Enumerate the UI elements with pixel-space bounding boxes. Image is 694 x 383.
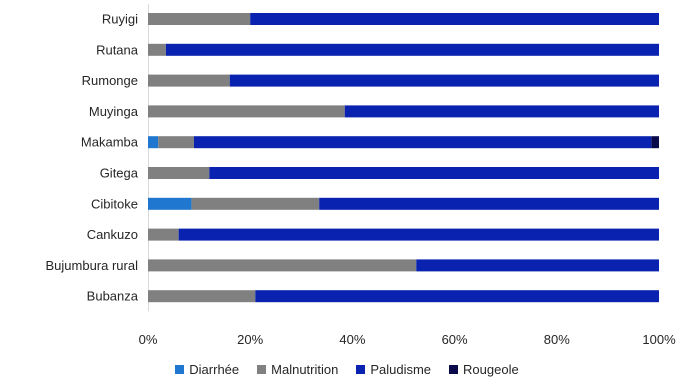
bar-segment: [178, 228, 659, 241]
legend: Diarrhée Malnutrition Paludisme Rougeole: [0, 362, 694, 377]
category-label: Bubanza: [87, 289, 139, 304]
bar-segment: [651, 136, 659, 149]
bar-segment: [148, 13, 251, 25]
legend-item: Malnutrition: [257, 362, 338, 377]
bar-segment: [148, 74, 230, 87]
bar-segment: [229, 74, 659, 87]
legend-swatch: [257, 365, 267, 374]
legend-item: Rougeole: [449, 362, 519, 377]
legend-item: Paludisme: [356, 362, 431, 377]
bar-segment: [416, 259, 659, 272]
legend-swatch: [356, 365, 366, 374]
bar-segment: [344, 105, 659, 118]
category-label: Ruyigi: [102, 12, 138, 27]
bar-segment: [209, 167, 659, 179]
x-tick-label: 40%: [339, 332, 365, 347]
category-label: Cankuzo: [87, 227, 138, 242]
category-label: Makamba: [81, 135, 139, 150]
category-label: Cibitoke: [91, 196, 138, 211]
x-tick-label: 60%: [442, 332, 468, 347]
bar-segment: [148, 105, 345, 118]
category-label: Gitega: [100, 166, 139, 181]
legend-label: Diarrhée: [189, 362, 240, 377]
legend-label: Malnutrition: [271, 362, 339, 377]
category-label: Bujumbura rural: [46, 258, 139, 273]
bar-segment: [250, 13, 659, 25]
legend-swatch: [449, 365, 459, 374]
bar-segment: [193, 136, 652, 149]
legend-item: Diarrhée: [175, 362, 239, 377]
x-tick-label: 100%: [642, 332, 676, 347]
x-tick-label: 0%: [139, 332, 158, 347]
category-label: Rumonge: [82, 73, 138, 88]
x-tick-label: 80%: [544, 332, 570, 347]
category-label: Rutana: [96, 42, 139, 57]
x-tick-label: 20%: [237, 332, 263, 347]
bar-segment: [148, 259, 417, 272]
bar-segment: [148, 228, 179, 241]
category-label: Muyinga: [89, 104, 139, 119]
bar-segment: [165, 43, 659, 56]
bar-segment: [191, 197, 320, 210]
bar-segment: [319, 197, 659, 210]
bar-segment: [148, 290, 256, 303]
bar-segment: [148, 43, 166, 56]
bar-segment: [255, 290, 659, 303]
legend-label: Rougeole: [463, 362, 519, 377]
bar-segment: [148, 197, 192, 210]
legend-label: Paludisme: [370, 362, 432, 377]
legend-swatch: [175, 365, 185, 374]
bar-segment: [158, 136, 194, 149]
bar-segment: [148, 136, 159, 149]
bar-segment: [148, 167, 210, 179]
